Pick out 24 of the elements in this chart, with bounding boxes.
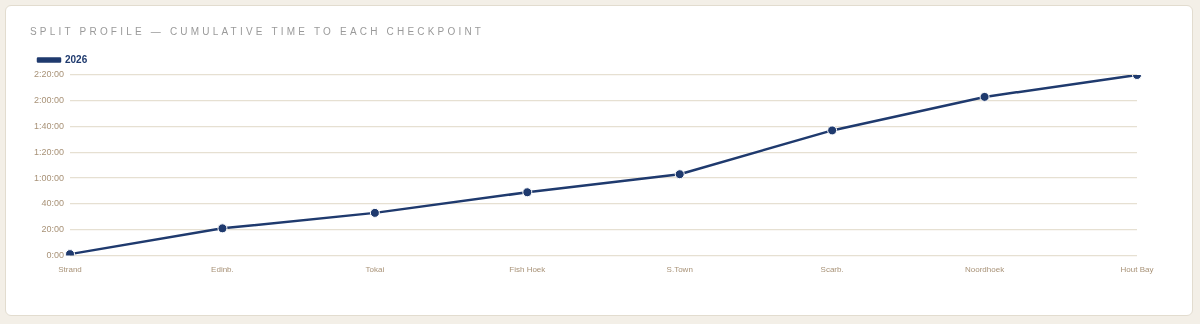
point	[674, 169, 685, 180]
point	[827, 125, 838, 136]
point	[217, 223, 228, 234]
x-tick-label: Scarb.	[820, 265, 844, 275]
chart-title: SPLIT PROFILE — CUMULATIVE TIME TO EACH CHECKPOINT	[30, 26, 485, 37]
y-tick-label: 2:00:00	[34, 95, 65, 106]
y-tick-label: 1:40:00	[34, 121, 65, 132]
x-tick-label: Fish Hoek	[509, 265, 547, 275]
point	[522, 187, 533, 198]
y-tick-label: 1:20:00	[34, 146, 65, 157]
legend-label: 2026	[65, 53, 88, 65]
x-tick-label: Edinb.	[211, 265, 234, 275]
x-tick-label: Strand	[58, 265, 82, 275]
point	[979, 91, 990, 102]
y-tick-label: 2:20:00	[34, 69, 65, 80]
y-tick-label: 20:00	[41, 224, 65, 235]
x-tick-label: Tokai	[365, 265, 385, 275]
x-tick-label: S.Town	[666, 265, 693, 275]
x-tick-label: Hout Bay	[1120, 265, 1154, 275]
y-tick-label: 0:00	[46, 249, 65, 260]
y-tick-label: 1:00:00	[34, 172, 65, 183]
x-tick-label: Noordhoek	[965, 265, 1006, 275]
point	[369, 207, 380, 218]
y-tick-label: 40:00	[41, 198, 65, 209]
